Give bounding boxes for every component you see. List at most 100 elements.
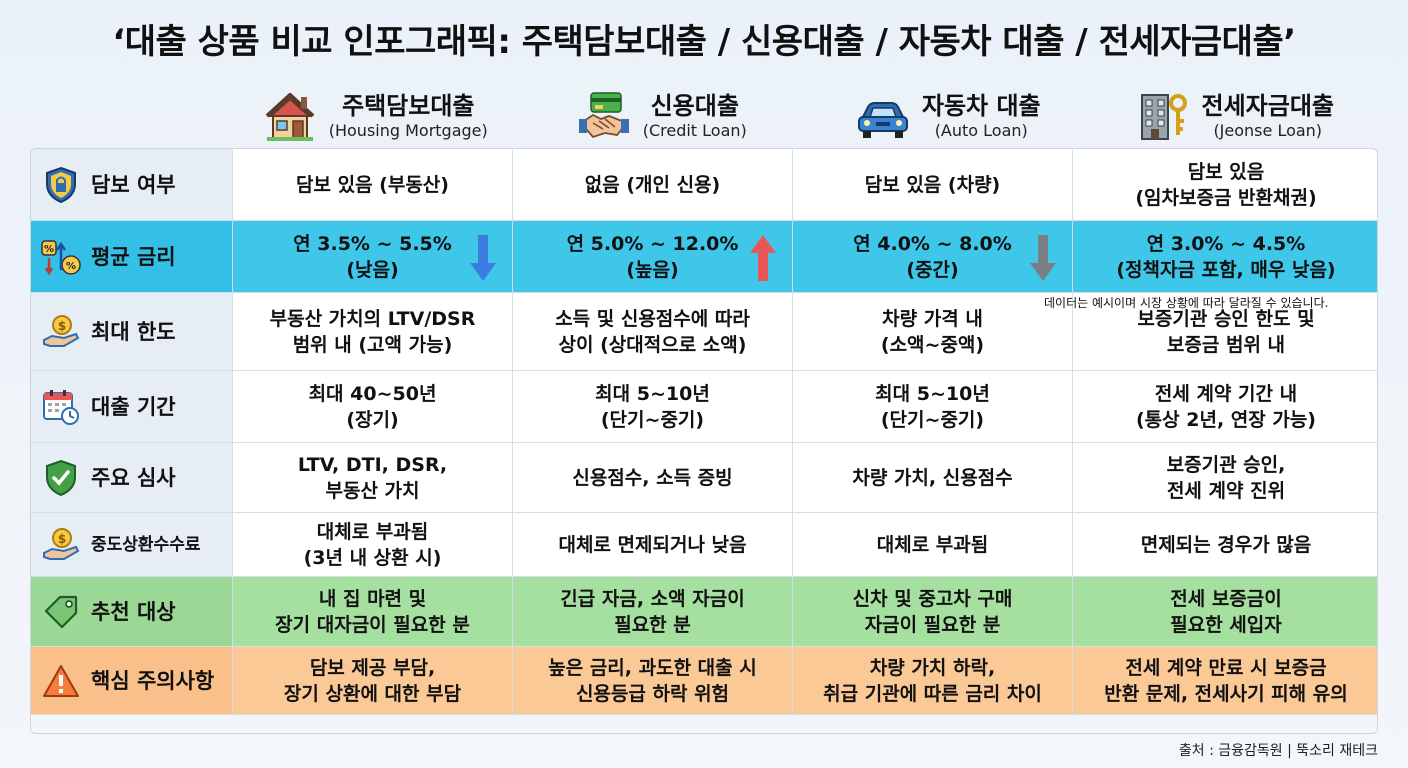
calendar-clock-icon [43, 389, 79, 425]
table-cell: 면제되는 경우가 많음 [1073, 513, 1377, 577]
shield-lock-icon [46, 166, 76, 203]
product-subtitle: (Credit Loan) [642, 121, 747, 140]
cell-text: 대체로 면제되거나 낮음 [558, 533, 747, 556]
table-cell: 대체로 부과됨 (3년 내 상환 시) [233, 513, 513, 577]
table-cell: 차량 가치 하락, 취급 기관에 따른 금리 차이 [793, 647, 1073, 715]
table-cell: 최대 40~50년 (장기) [233, 371, 513, 443]
row-label-recommended: 추천 대상 [31, 577, 233, 647]
table-cell: 연 4.0% ~ 8.0% (중간) [793, 221, 1073, 293]
cell-text: 보증기관 승인, 전세 계약 진위 [1166, 453, 1286, 502]
cell-text: LTV, DTI, DSR, 부동산 가치 [297, 453, 448, 502]
svg-text:%: % [44, 244, 54, 255]
product-subtitle: (Jeonse Loan) [1213, 121, 1323, 140]
row-label-text: 핵심 주의사항 [91, 668, 215, 693]
cell-text: 연 3.0% ~ 4.5% (정책자금 포함, 매우 낮음) [1116, 232, 1336, 281]
product-subtitle: (Housing Mortgage) [328, 121, 488, 140]
cell-text: 전세 계약 만료 시 보증금 반환 문제, 전세사기 피해 유의 [1104, 656, 1348, 705]
table-cell: 전세 보증금이 필요한 세입자 [1073, 577, 1377, 647]
table-cell: 대체로 면제되거나 낮음 [513, 513, 793, 577]
arrow-down-blue-icon [470, 235, 496, 281]
product-header-credit: 신용대출 (Credit Loan) [519, 84, 806, 148]
svg-text:%: % [66, 261, 76, 272]
svg-text:$: $ [58, 532, 66, 546]
cell-text: 연 4.0% ~ 8.0% (중간) [853, 232, 1012, 281]
arrow-up-red-icon [750, 235, 776, 281]
page-title: ‘대출 상품 비교 인포그래픽: 주택담보대출 / 신용대출 / 자동차 대출 … [112, 22, 1296, 62]
row-label-term: 대출 기간 [31, 371, 233, 443]
hand-coin-icon: $ [43, 314, 80, 347]
cell-text: 담보 있음 (차량) [864, 173, 1001, 196]
cell-text: 최대 5~10년 (단기~중기) [595, 382, 710, 431]
product-name: 자동차 대출 [921, 92, 1041, 120]
product-subtitle: (Auto Loan) [934, 121, 1028, 140]
car-icon [857, 102, 908, 138]
table-cell: 부동산 가치의 LTV/DSR 범위 내 (고액 가능) [233, 293, 513, 371]
row-label-rate: % % 평균 금리 [31, 221, 233, 293]
hand-coin-icon: $ [43, 527, 80, 560]
row-label-prepayment-fee: $ 중도상환수수료 [31, 513, 233, 577]
product-header-jeonse: 전세자금대출 (Jeonse Loan) [1092, 84, 1379, 148]
table-cell: 신차 및 중고차 구매 자금이 필요한 분 [793, 577, 1073, 647]
product-headers: 주택담보대출 (Housing Mortgage) 신용대출 (Credit L… [232, 84, 1378, 148]
product-name: 주택담보대출 [342, 92, 475, 120]
table-cell: 담보 있음 (차량) [793, 149, 1073, 221]
row-label-text: 최대 한도 [91, 319, 176, 344]
arrow-down-gray-icon [1030, 235, 1056, 281]
handshake-card-icon [578, 92, 629, 139]
cell-text: 보증기관 승인 한도 및 보증금 범위 내 [1137, 307, 1315, 356]
table-cell: 연 3.5% ~ 5.5% (낮음) [233, 221, 513, 293]
cell-text: 신용점수, 소득 증빙 [572, 466, 733, 489]
row-label-text: 추천 대상 [91, 599, 176, 624]
cell-text: 높은 금리, 과도한 대출 시 신용등급 하락 위험 [548, 656, 757, 705]
table-cell: 보증기관 승인 한도 및 보증금 범위 내 [1073, 293, 1377, 371]
cell-text: 대체로 부과됨 [876, 533, 989, 556]
cell-text: 전세 계약 기간 내 (통상 2년, 연장 가능) [1135, 382, 1316, 431]
product-name: 전세자금대출 [1201, 92, 1334, 120]
cell-text: 최대 5~10년 (단기~중기) [875, 382, 990, 431]
cell-text: 연 3.5% ~ 5.5% (낮음) [293, 232, 452, 281]
table-cell: 내 집 마련 및 장기 대자금이 필요한 분 [233, 577, 513, 647]
row-label-text: 주요 심사 [91, 465, 176, 490]
table-cell: 높은 금리, 과도한 대출 시 신용등급 하락 위험 [513, 647, 793, 715]
cell-text: 소득 및 신용점수에 따라 상이 (상대적으로 소액) [555, 307, 750, 356]
table-cell: 담보 제공 부담, 장기 상환에 대한 부담 [233, 647, 513, 715]
cell-text: 전세 보증금이 필요한 세입자 [1170, 587, 1282, 636]
cell-text: 담보 제공 부담, 장기 상환에 대한 부담 [283, 656, 462, 705]
svg-text:$: $ [58, 319, 66, 333]
table-cell: 연 3.0% ~ 4.5% (정책자금 포함, 매우 낮음) [1073, 221, 1377, 293]
table-cell: 담보 있음 (임차보증금 반환채권) [1073, 149, 1377, 221]
table-cell: 담보 있음 (부동산) [233, 149, 513, 221]
cell-text: 대체로 부과됨 (3년 내 상환 시) [303, 520, 442, 569]
table-cell: 없음 (개인 신용) [513, 149, 793, 221]
table-cell: 보증기관 승인, 전세 계약 진위 [1073, 443, 1377, 513]
row-label-text: 평균 금리 [91, 244, 176, 269]
table-cell: 대체로 부과됨 [793, 513, 1073, 577]
row-label-text: 담보 여부 [91, 172, 176, 197]
cell-text: 신차 및 중고차 구매 자금이 필요한 분 [852, 587, 1013, 636]
table-cell: 신용점수, 소득 증빙 [513, 443, 793, 513]
row-label-collateral: 담보 여부 [31, 149, 233, 221]
building-key-icon [1140, 94, 1187, 140]
cell-text: 부동산 가치의 LTV/DSR 범위 내 (고액 가능) [269, 307, 476, 356]
table-cell: 소득 및 신용점수에 따라 상이 (상대적으로 소액) [513, 293, 793, 371]
cell-text: 담보 있음 (임차보증금 반환채권) [1135, 160, 1317, 209]
row-label-review: 주요 심사 [31, 443, 233, 513]
tag-icon [44, 595, 78, 628]
product-header-auto: 자동차 대출 (Auto Loan) [805, 84, 1092, 148]
table-cell: 차량 가치, 신용점수 [793, 443, 1073, 513]
comparison-table: 담보 여부 담보 있음 (부동산) 없음 (개인 신용) 담보 있음 (차량) … [30, 148, 1378, 734]
house-icon [265, 93, 315, 141]
cell-text: 면제되는 경우가 많음 [1140, 533, 1312, 556]
table-cell: 전세 계약 만료 시 보증금 반환 문제, 전세사기 피해 유의 [1073, 647, 1377, 715]
table-cell: 최대 5~10년 (단기~중기) [793, 371, 1073, 443]
cell-text: 연 5.0% ~ 12.0% (높음) [566, 232, 739, 281]
table-cell: 차량 가격 내 (소액~중액) [793, 293, 1073, 371]
row-label-limit: $ 최대 한도 [31, 293, 233, 371]
interest-rate-icon: % % [41, 239, 81, 275]
table-cell: 최대 5~10년 (단기~중기) [513, 371, 793, 443]
table-cell: LTV, DTI, DSR, 부동산 가치 [233, 443, 513, 513]
cell-text: 담보 있음 (부동산) [296, 173, 449, 196]
cell-text: 내 집 마련 및 장기 대자금이 필요한 분 [275, 587, 470, 636]
product-header-mortgage: 주택담보대출 (Housing Mortgage) [232, 84, 519, 148]
warning-icon [43, 664, 79, 697]
